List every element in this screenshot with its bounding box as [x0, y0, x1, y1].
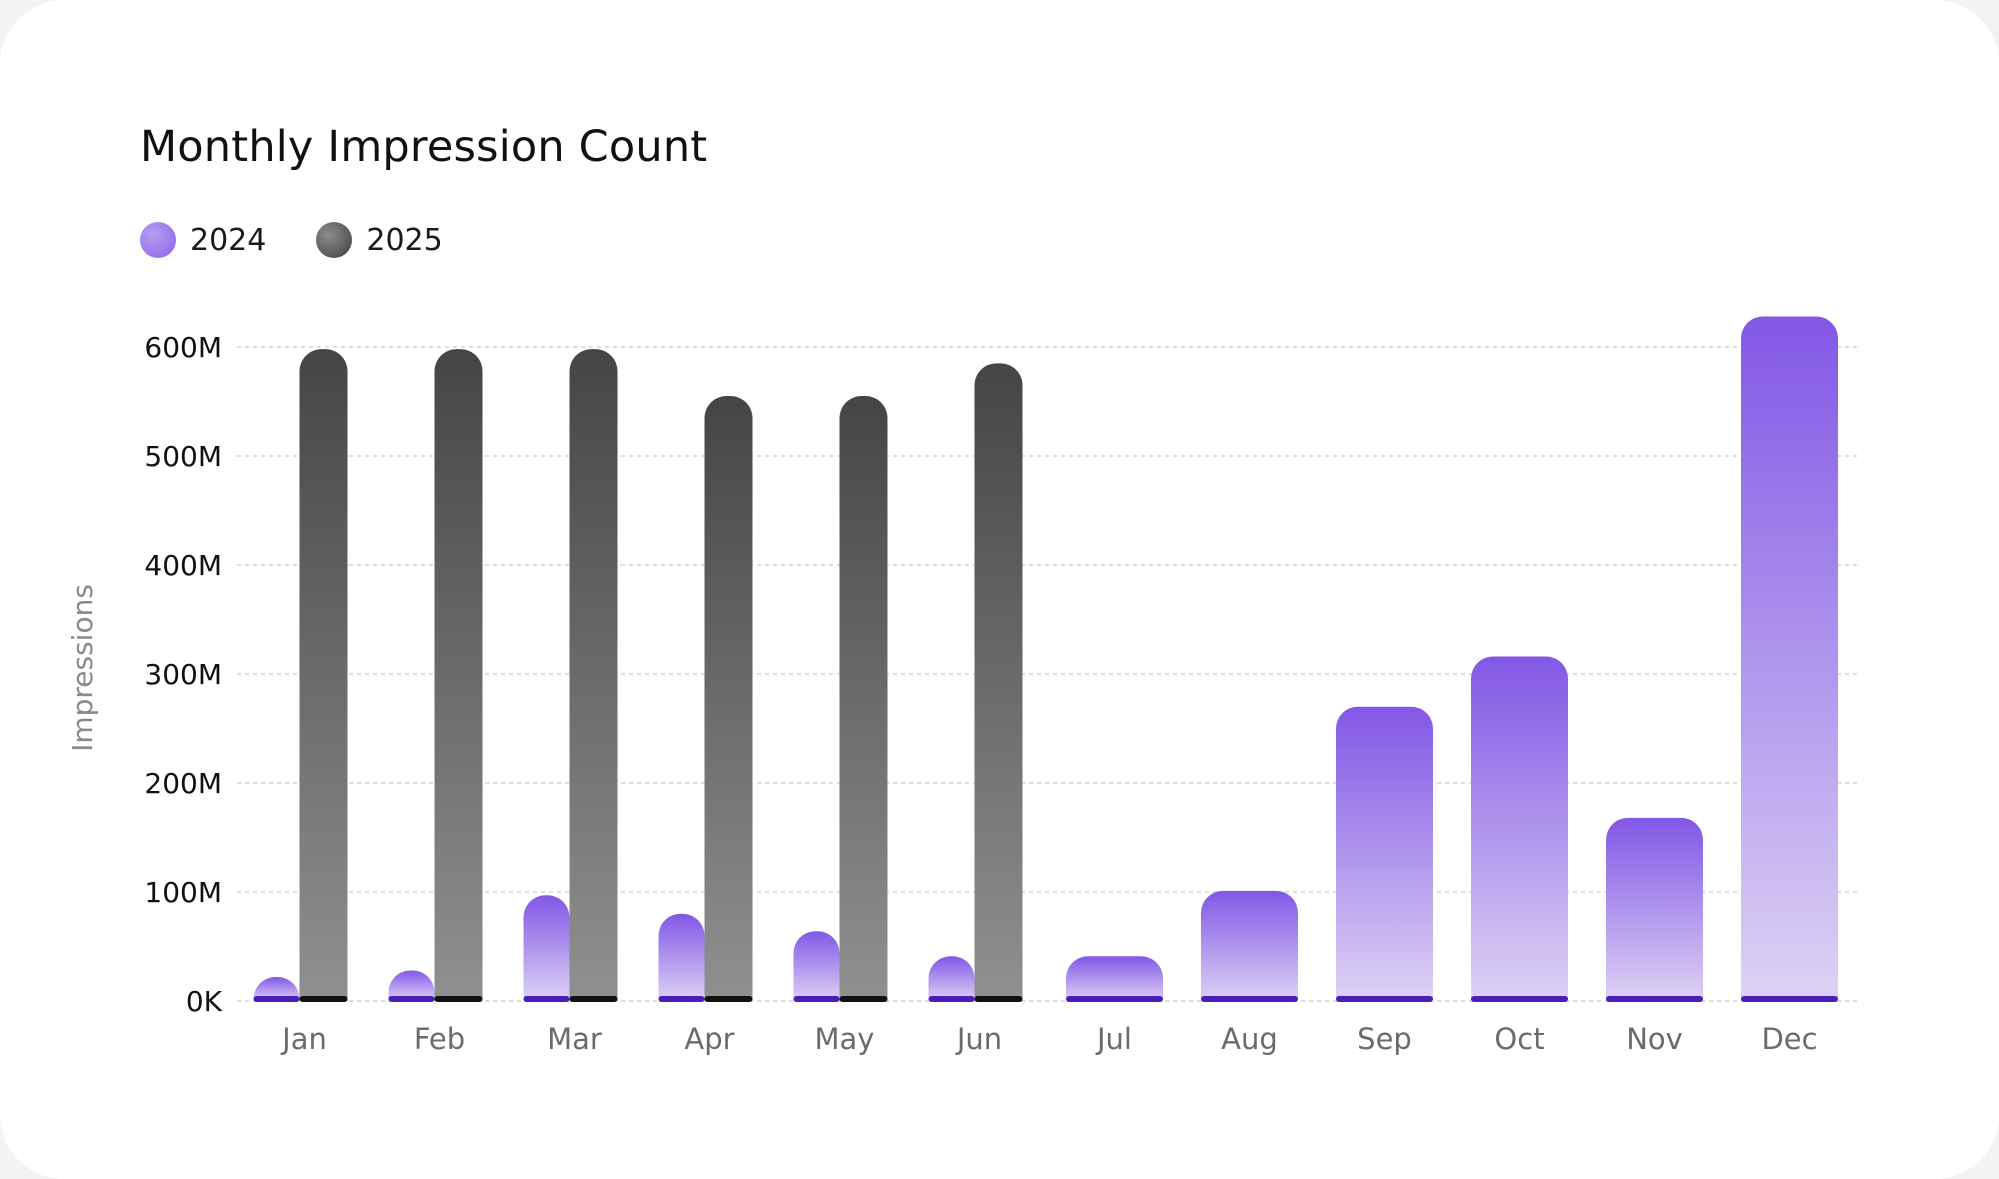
legend-item-2024[interactable]: 2024 — [140, 222, 266, 258]
x-tick-label: Dec — [1761, 1022, 1817, 1056]
x-tick-label: Oct — [1494, 1022, 1544, 1056]
y-tick-label: 600M — [144, 331, 222, 364]
bar-2024[interactable] — [658, 913, 705, 1001]
x-axis-ticks: Jan Feb Mar Apr May Jun Jul Aug Sep Oct Nov Dec — [280, 1022, 1817, 1056]
y-tick-label: 100M — [144, 876, 222, 909]
legend-swatch-2024 — [140, 222, 176, 258]
bar-2025-baseline — [839, 996, 888, 1002]
legend-label-2024: 2024 — [190, 222, 267, 258]
bar-2024[interactable] — [1471, 656, 1568, 1001]
bar-2025[interactable] — [434, 349, 483, 1001]
bar-2024-baseline — [793, 996, 840, 1002]
y-axis-title: Impressions — [66, 584, 99, 752]
y-tick-label: 400M — [144, 549, 222, 582]
x-tick-label: Aug — [1221, 1022, 1278, 1056]
y-tick-label: 300M — [144, 658, 222, 691]
bars — [253, 316, 1838, 1002]
bar-2024-baseline — [1066, 996, 1163, 1002]
bar-2024[interactable] — [1201, 890, 1298, 1001]
chart-title: Monthly Impression Count — [140, 122, 708, 172]
x-tick-label: Jan — [280, 1022, 327, 1056]
y-tick-label: 500M — [144, 440, 222, 473]
bar-2025[interactable] — [569, 349, 618, 1001]
bar-2025[interactable] — [299, 349, 348, 1001]
bar-2025-baseline — [299, 996, 348, 1002]
grid-lines — [237, 346, 1857, 1002]
y-tick-label: 0K — [186, 985, 223, 1018]
legend-label-2025: 2025 — [366, 222, 443, 258]
x-tick-label: Apr — [684, 1022, 734, 1056]
bar-2024-baseline — [928, 996, 975, 1002]
bar-2024[interactable] — [1336, 706, 1433, 1001]
bar-2024[interactable] — [793, 931, 840, 1001]
bar-2024[interactable] — [388, 970, 435, 1001]
bar-2025-baseline — [974, 996, 1023, 1002]
y-tick-label: 200M — [144, 767, 222, 800]
bar-2025[interactable] — [704, 396, 753, 1001]
x-tick-label: Jul — [1095, 1022, 1132, 1056]
bar-2024-baseline — [1336, 996, 1433, 1002]
bar-2024-baseline — [658, 996, 705, 1002]
bar-2024[interactable] — [253, 977, 300, 1001]
bar-2024-baseline — [1606, 996, 1703, 1002]
bar-2024[interactable] — [928, 956, 975, 1001]
bar-2024-baseline — [253, 996, 300, 1002]
bar-2024[interactable] — [1741, 316, 1838, 1002]
x-tick-label: Jun — [955, 1022, 1002, 1056]
bar-2024-baseline — [1741, 996, 1838, 1002]
x-tick-label: May — [815, 1022, 875, 1056]
legend-item-2025[interactable]: 2025 — [316, 222, 443, 258]
bar-2024-baseline — [1201, 996, 1298, 1002]
bar-2025-baseline — [704, 996, 753, 1002]
bar-2025[interactable] — [974, 363, 1023, 1002]
x-tick-label: Feb — [414, 1022, 465, 1056]
legend: 2024 2025 — [140, 222, 493, 258]
bar-2025-baseline — [569, 996, 618, 1002]
x-tick-label: Mar — [547, 1022, 602, 1056]
x-tick-label: Nov — [1626, 1022, 1683, 1056]
bar-2024-baseline — [523, 996, 570, 1002]
bar-2025[interactable] — [839, 396, 888, 1001]
bar-2024-baseline — [1471, 996, 1568, 1002]
bar-2024-baseline — [388, 996, 435, 1002]
bar-2025-baseline — [434, 996, 483, 1002]
bar-2024[interactable] — [1066, 956, 1163, 1001]
legend-swatch-2025 — [316, 222, 353, 258]
y-axis-ticks: 0K 100M 200M 300M 400M 500M 600M — [144, 331, 222, 1018]
bar-2024[interactable] — [1606, 817, 1703, 1001]
x-tick-label: Sep — [1357, 1022, 1412, 1056]
bar-2024[interactable] — [523, 895, 570, 1001]
